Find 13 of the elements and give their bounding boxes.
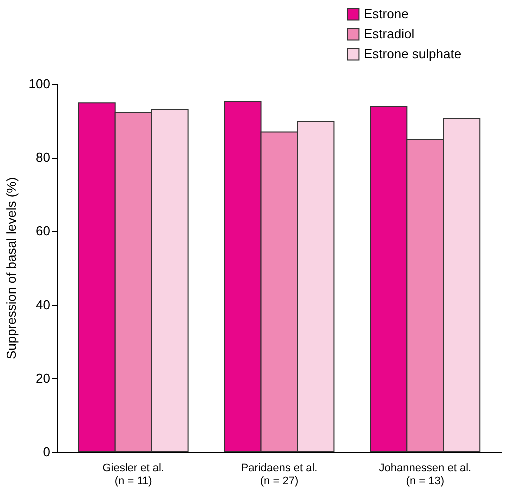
y-tick-label: 100 xyxy=(28,76,50,92)
legend-label: Estrone xyxy=(364,6,409,22)
y-tick-label: 20 xyxy=(36,370,50,386)
x-tick-label: Paridaens et al. (n = 27) xyxy=(241,462,318,488)
y-tick-label: 80 xyxy=(36,150,50,166)
y-tick-label: 40 xyxy=(36,297,50,312)
legend-label: Estradiol xyxy=(364,26,415,42)
y-tick-label: 60 xyxy=(36,224,50,239)
y-axis-title: Suppression of basal levels (%) xyxy=(4,177,19,360)
y-tick-label: 0 xyxy=(43,444,50,460)
x-tick-label: Johannessen et al. (n = 13) xyxy=(379,462,472,488)
x-tick-label: Giesler et al. (n = 11) xyxy=(102,462,164,488)
legend-label: Estrone sulphate xyxy=(364,46,462,62)
